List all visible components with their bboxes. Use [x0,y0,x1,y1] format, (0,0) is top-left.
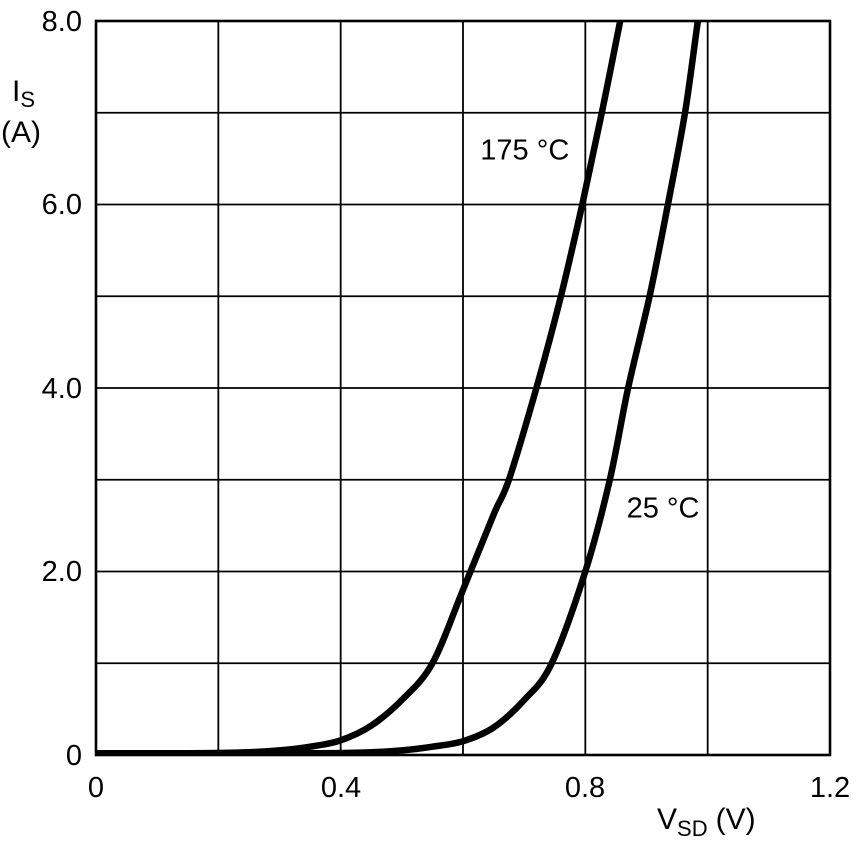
y-tick-label-0: 0 [66,740,82,772]
x-tick-label-0: 0 [88,772,104,804]
y-tick-label-4: 4.0 [42,373,82,405]
curve-25cc [96,21,702,755]
x-tick-label-0-4: 0.4 [321,772,361,804]
x-tick-label-0-8: 0.8 [565,772,605,804]
y-axis-label: IS [12,75,35,112]
x-tick-label-1-2: 1.2 [810,772,850,804]
plot-border [94,19,832,757]
y-tick-label-8: 8.0 [42,6,82,38]
curve-label-25c: 25 °C [627,492,700,524]
y-tick-label-6: 6.0 [42,189,82,221]
grid [95,20,831,756]
curves [96,21,702,755]
curve-label-175c: 175 °C [480,134,569,166]
y-axis-unit: (A) [1,116,41,149]
y-tick-label-2: 2.0 [42,556,82,588]
x-axis-label: VSD (V) [657,803,756,841]
